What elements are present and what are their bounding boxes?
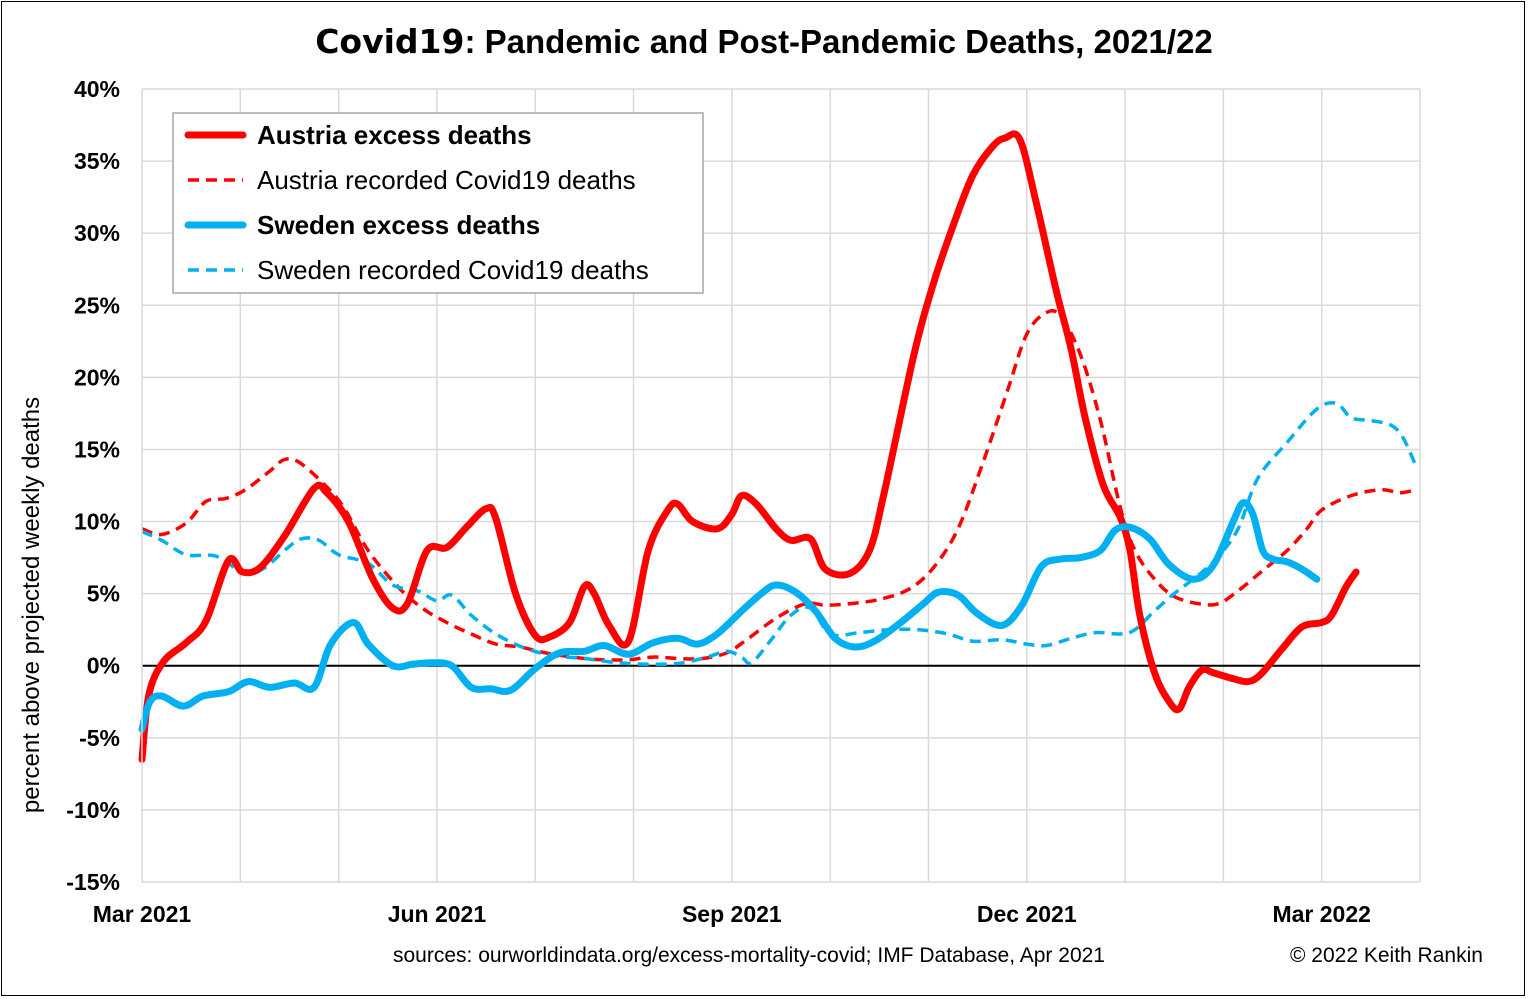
sources-note: sources: ourworldindata.org/excess-morta…: [393, 944, 1105, 967]
legend-box: [172, 112, 704, 294]
y-tick-label: 30%: [74, 220, 120, 246]
legend-label: Austria excess deaths: [257, 120, 532, 150]
chart-title: Covid19: Pandemic and Post-Pandemic Deat…: [0, 22, 1528, 61]
y-tick-label: 15%: [74, 436, 120, 462]
y-tick-label: -10%: [66, 797, 120, 823]
x-tick-label: Mar 2021: [93, 901, 192, 927]
y-tick-label: 0%: [87, 653, 120, 679]
series-line-3: [141, 400, 1417, 667]
legend-label: Austria recorded Covid19 deaths: [257, 165, 636, 195]
y-tick-label: -5%: [79, 725, 120, 751]
x-tick-label: Mar 2022: [1272, 901, 1370, 927]
series-lines: [138, 130, 1417, 763]
plot-area-border: [141, 89, 1420, 883]
series-line-1: [141, 308, 1416, 662]
series-line-0: [138, 130, 1360, 763]
y-tick-label: 35%: [74, 148, 120, 174]
y-tick-label: 20%: [74, 364, 120, 390]
x-tick-label: Sep 2021: [682, 901, 782, 927]
copyright-note: © 2022 Keith Rankin: [1290, 944, 1483, 967]
legend: Austria excess deaths Austria recorded Co…: [172, 112, 704, 294]
y-tick-label: 10%: [74, 509, 120, 535]
y-tick-label: -15%: [66, 869, 120, 895]
x-tick-labels: Mar 2021 Jun 2021 Sep 2021 Dec 2021 Mar 2022: [93, 901, 1371, 927]
y-axis-label: percent above projected weekly deaths: [18, 397, 45, 813]
y-tick-label: 25%: [74, 292, 120, 318]
legend-label: Sweden excess deaths: [257, 210, 540, 240]
series-line-2: [138, 499, 1321, 733]
y-tick-label: 40%: [74, 76, 120, 102]
y-tick-label: 5%: [87, 581, 120, 607]
x-tick-label: Jun 2021: [388, 901, 487, 927]
legend-label: Sweden recorded Covid19 deaths: [257, 255, 649, 285]
y-tick-labels: -15% -10% -5% 0% 5% 10% 15% 20% 25% 30% 35% 40%: [66, 76, 120, 895]
grid-lines: [142, 88, 1421, 882]
chart-title-part1: Covid19: [315, 22, 465, 61]
chart-title-part2: : Pandemic and Post-Pandemic Deaths, 202…: [464, 23, 1213, 60]
x-tick-label: Dec 2021: [977, 901, 1077, 927]
